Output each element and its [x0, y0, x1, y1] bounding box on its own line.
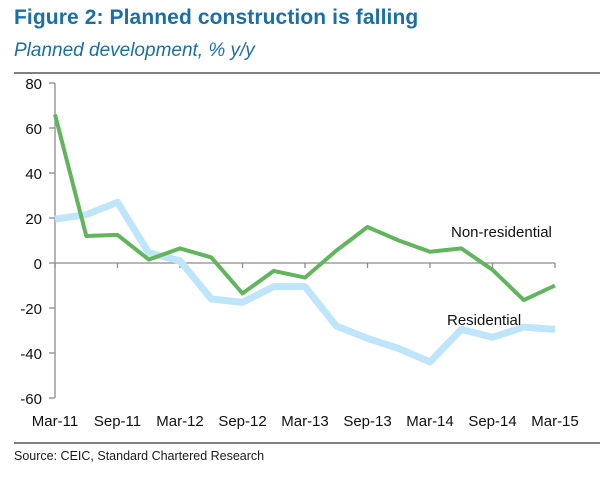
x-tick-label: Sep-14: [468, 413, 516, 430]
x-tick-label: Mar-12: [156, 413, 204, 430]
y-tick-label: 20: [25, 211, 42, 228]
top-divider: [14, 72, 600, 74]
x-tick-label: Sep-13: [343, 413, 391, 430]
y-axis: 80 60 40 20 0 -20 -40 -60: [20, 76, 56, 408]
figure-title: Figure 2: Planned construction is fallin…: [14, 6, 419, 29]
x-tick-label: Sep-11: [94, 413, 141, 430]
figure-subtitle: Planned development, % y/y: [14, 40, 255, 61]
bottom-divider: [14, 442, 600, 444]
series-label-residential: Residential: [447, 312, 521, 329]
x-tick-label: Sep-12: [218, 413, 266, 430]
y-tick-label: 40: [25, 166, 42, 183]
series-group: [53, 114, 556, 366]
x-tick-label: Mar-13: [281, 413, 329, 430]
y-tick-label: -40: [20, 346, 42, 363]
x-tick-label: Mar-15: [531, 413, 579, 430]
series-line-non-residential: [53, 114, 556, 303]
y-tick-label: 80: [25, 76, 42, 93]
series-label-non-residential: Non-residential: [451, 224, 552, 241]
series-line-residential: [54, 198, 556, 366]
y-tick-label: 0: [34, 256, 42, 273]
y-tick-label: 60: [25, 121, 42, 138]
x-tick-label: Mar-14: [406, 413, 454, 430]
y-tick-label: -60: [20, 391, 42, 408]
x-tick-label: Mar-11: [32, 413, 78, 430]
x-axis: Mar-11 Sep-11 Mar-12 Sep-12 Mar-13 Sep-13 Mar-…: [32, 262, 579, 430]
y-tick-label: -20: [20, 301, 42, 318]
source-note: Source: CEIC, Standard Chartered Researc…: [14, 449, 265, 463]
